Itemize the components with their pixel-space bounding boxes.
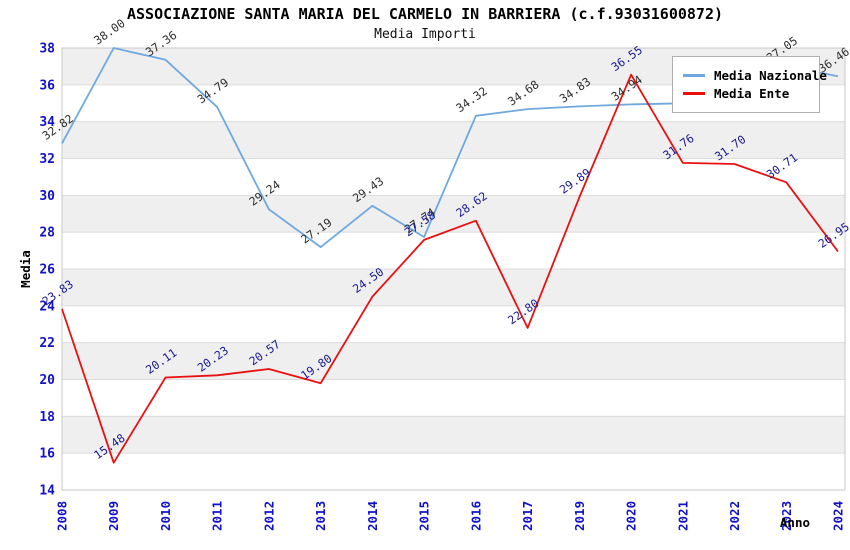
- y-tick-label: 32: [39, 152, 55, 167]
- data-label: 38.00: [91, 16, 127, 47]
- x-tick-label: 2013: [313, 501, 328, 531]
- x-tick-label: 2023: [779, 501, 794, 531]
- x-tick-label: 2017: [520, 501, 535, 531]
- y-tick-label: 38: [39, 42, 55, 57]
- legend-item-media-nazionale: Media Nazionale: [683, 68, 827, 83]
- chart-title: ASSOCIAZIONE SANTA MARIA DEL CARMELO IN …: [126, 5, 724, 23]
- legend-label-media-ente: Media Ente: [714, 86, 790, 101]
- x-tick-label: 2015: [417, 501, 432, 531]
- x-tick-label: 2022: [727, 501, 742, 531]
- y-tick-label: 30: [39, 189, 55, 204]
- plot-background-band: [62, 342, 845, 380]
- chart-subtitle: Media Importi: [374, 27, 476, 42]
- y-tick-label: 22: [39, 336, 55, 351]
- media-nazionale-line-swatch: [683, 74, 705, 77]
- plot-background-band: [62, 269, 845, 306]
- x-tick-label: 2008: [55, 501, 70, 531]
- y-tick-label: 14: [39, 484, 55, 499]
- y-tick-label: 20: [39, 373, 55, 388]
- y-tick-label: 28: [39, 226, 55, 241]
- y-axis-title: Media: [18, 250, 33, 288]
- media-ente-line-swatch: [683, 92, 705, 95]
- plot-border: [61, 47, 846, 491]
- x-tick-label: 2012: [261, 501, 276, 531]
- legend-item-media-ente: Media Ente: [683, 86, 809, 101]
- y-tick-label: 36: [39, 78, 55, 93]
- x-tick-label: 2011: [210, 501, 225, 531]
- plot-background-band: [62, 195, 845, 233]
- x-tick-label: 2021: [675, 501, 690, 531]
- x-tick-label: 2019: [572, 501, 587, 531]
- x-tick-label: 2024: [831, 501, 846, 531]
- legend: Media Nazionale Media Ente: [672, 56, 827, 113]
- plot-background-band: [62, 416, 845, 454]
- series-line-media-ente: [61, 73, 839, 464]
- plot-background-band: [62, 121, 845, 159]
- x-tick-label: 2016: [468, 501, 483, 531]
- y-tick-label: 18: [39, 410, 55, 425]
- x-tick-label: 2010: [158, 501, 173, 531]
- data-label: 29.89: [557, 165, 593, 196]
- y-tick-label: 24: [39, 299, 55, 314]
- x-tick-label: 2009: [106, 501, 121, 531]
- x-axis-title: Anno: [780, 515, 810, 530]
- x-tick-label: 2014: [365, 501, 380, 531]
- data-label: 34.32: [453, 84, 489, 115]
- legend-label-media-nazionale: Media Nazionale: [714, 68, 827, 83]
- x-tick-label: 2020: [624, 501, 639, 531]
- y-tick-label: 16: [39, 447, 55, 462]
- y-tick-label: 34: [39, 115, 55, 130]
- y-tick-label: 26: [39, 263, 55, 278]
